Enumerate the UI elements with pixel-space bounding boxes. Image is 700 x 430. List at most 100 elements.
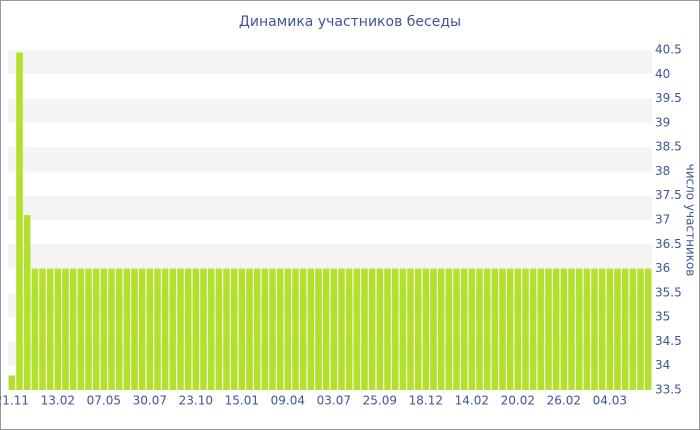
x-tick-label: 26.02 — [547, 394, 581, 408]
bar — [376, 268, 384, 390]
bar — [54, 268, 62, 390]
grid-band — [8, 98, 652, 123]
y-tick-label: 34.5 — [655, 334, 682, 348]
bar — [77, 268, 85, 390]
bar — [499, 268, 506, 390]
bar — [338, 268, 345, 390]
bar — [407, 268, 414, 390]
bar — [154, 268, 161, 390]
x-tick-label: 25.09 — [363, 394, 397, 408]
y-tick-label: 38.5 — [655, 140, 682, 154]
grid-band — [8, 195, 652, 220]
x-tick-label: 04.03 — [593, 394, 627, 408]
grid-band — [8, 244, 652, 269]
bar — [276, 268, 284, 390]
bar — [215, 268, 223, 390]
bar — [315, 268, 322, 390]
x-tick-label: 20.02 — [501, 394, 535, 408]
bar — [85, 268, 92, 390]
grid-band — [8, 341, 652, 366]
bar — [552, 268, 560, 390]
bar — [131, 268, 138, 390]
bar — [430, 268, 437, 390]
bar — [8, 375, 16, 390]
bar — [606, 268, 614, 390]
bar — [361, 268, 368, 390]
grid-band — [8, 292, 652, 318]
bar — [161, 268, 169, 390]
bar — [200, 268, 207, 390]
grid-band — [8, 50, 652, 75]
bar — [146, 268, 154, 390]
y-tick-label: 34 — [655, 358, 670, 372]
bar — [31, 268, 39, 390]
y-tick-label: 36 — [655, 261, 670, 275]
bar — [514, 268, 522, 390]
bar — [522, 268, 529, 390]
x-tick-label: 13.02 — [41, 394, 75, 408]
bar — [491, 268, 499, 390]
x-tick-label: 09.04 — [271, 394, 305, 408]
chart-title: Динамика участников беседы — [239, 14, 461, 30]
y-tick-label: 40 — [655, 67, 670, 81]
y-tick-label: 39 — [655, 115, 670, 129]
bar — [414, 268, 422, 390]
bar — [345, 268, 353, 390]
bar — [138, 268, 146, 390]
y-tick-label: 37.5 — [655, 188, 682, 202]
bar — [598, 268, 606, 390]
bar — [246, 268, 253, 390]
bar — [92, 268, 100, 390]
bar — [16, 52, 23, 391]
bar — [261, 268, 269, 390]
bar — [100, 268, 108, 390]
x-tick-label: 23.10 — [179, 394, 213, 408]
bar — [322, 268, 330, 390]
y-tick-label: 38 — [655, 164, 670, 178]
grid-band — [8, 147, 652, 172]
bar — [62, 268, 69, 390]
bar — [223, 268, 230, 390]
bar — [115, 268, 123, 390]
y-tick-label: 40.5 — [655, 43, 682, 57]
y-tick-label: 36.5 — [655, 237, 682, 251]
bar — [537, 268, 545, 390]
y-tick-label: 39.5 — [655, 91, 682, 105]
bar — [39, 268, 46, 390]
bar — [330, 268, 338, 390]
x-tick-label: 21.11 — [0, 394, 29, 408]
bar — [591, 268, 598, 390]
y-axis-label: число участников — [684, 164, 698, 277]
bar — [445, 268, 453, 390]
bar — [384, 268, 391, 390]
bar — [568, 268, 575, 390]
bar — [292, 268, 299, 390]
bar — [123, 268, 131, 390]
y-tick-label: 37 — [655, 213, 670, 227]
bar — [238, 268, 246, 390]
y-tick-label: 33.5 — [655, 383, 682, 397]
bar — [399, 268, 407, 390]
bar — [437, 268, 445, 390]
bar — [453, 268, 460, 390]
bar — [230, 268, 238, 390]
bar — [108, 268, 115, 390]
y-tick-label: 35.5 — [655, 285, 682, 299]
bar — [253, 268, 261, 390]
bar — [207, 268, 215, 390]
bar — [368, 268, 376, 390]
bar — [169, 268, 177, 390]
bar — [192, 268, 200, 390]
x-tick-label: 14.02 — [455, 394, 489, 408]
bar — [23, 215, 31, 390]
bar — [637, 268, 644, 390]
bar — [177, 268, 184, 390]
bar — [46, 268, 54, 390]
bar — [69, 268, 77, 390]
bar — [468, 268, 476, 390]
bar — [644, 268, 652, 390]
bar — [621, 268, 629, 390]
y-tick-label: 35 — [655, 310, 670, 324]
bar — [269, 268, 276, 390]
